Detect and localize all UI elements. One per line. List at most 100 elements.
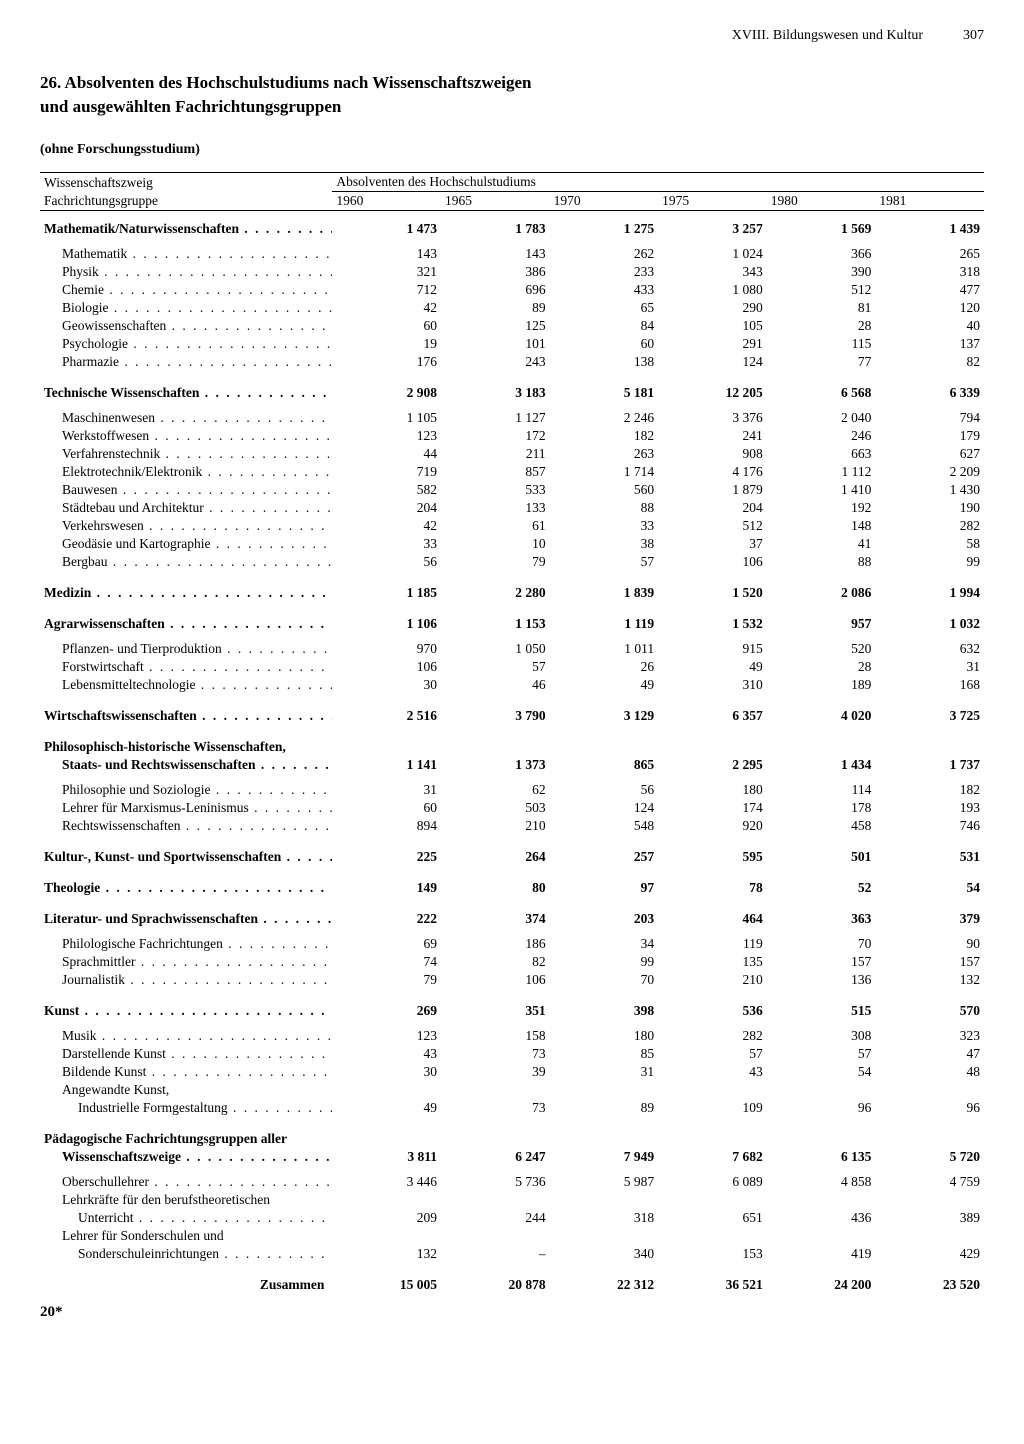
table-cell: 54 xyxy=(875,866,984,897)
table-cell: 291 xyxy=(658,335,767,353)
table-cell: 109 xyxy=(658,1099,767,1117)
row-label: Kunst xyxy=(40,989,332,1020)
table-cell: 957 xyxy=(767,602,876,633)
table-cell: 503 xyxy=(441,799,550,817)
table-cell: 84 xyxy=(550,317,659,335)
row-label: Angewandte Kunst, xyxy=(40,1081,332,1099)
table-cell: 1 185 xyxy=(332,571,441,602)
table-cell: 243 xyxy=(441,353,550,371)
table-cell: 512 xyxy=(767,281,876,299)
table-cell: 89 xyxy=(441,299,550,317)
table-cell: 119 xyxy=(658,928,767,953)
table-cell: 135 xyxy=(658,953,767,971)
table-row-total: Zusammen15 00520 87822 31236 52124 20023… xyxy=(40,1263,984,1294)
table-cell: 651 xyxy=(658,1209,767,1227)
row-label: Staats- und Rechtswissenschaften xyxy=(40,756,332,774)
table-cell: 182 xyxy=(875,774,984,799)
col-header-span: Absolventen des Hochschulstudiums xyxy=(332,173,984,192)
table-cell: 114 xyxy=(767,774,876,799)
table-cell: 48 xyxy=(875,1063,984,1081)
year-1965: 1965 xyxy=(441,192,550,211)
table-cell: 23 520 xyxy=(875,1263,984,1294)
table-cell: 582 xyxy=(332,481,441,499)
table-cell: 157 xyxy=(875,953,984,971)
table-cell: 246 xyxy=(767,427,876,445)
table-cell: 560 xyxy=(550,481,659,499)
table-row: Mathematik/Naturwissenschaften1 4731 783… xyxy=(40,211,984,239)
table-cell: 5 987 xyxy=(550,1166,659,1191)
table-cell: 62 xyxy=(441,774,550,799)
table-cell: 3 790 xyxy=(441,694,550,725)
table-cell: 132 xyxy=(332,1245,441,1263)
row-label: Medizin xyxy=(40,571,332,602)
row-label: Rechtswissenschaften xyxy=(40,817,332,835)
table-cell: 1 434 xyxy=(767,756,876,774)
table-cell: 3 811 xyxy=(332,1148,441,1166)
table-cell: 60 xyxy=(550,335,659,353)
table-row: Sprachmittler748299135157157 xyxy=(40,953,984,971)
table-cell: 106 xyxy=(441,971,550,989)
table-cell: 257 xyxy=(550,835,659,866)
table-row: Pharmazie1762431381247782 xyxy=(40,353,984,371)
table-cell: 182 xyxy=(550,427,659,445)
table-cell: 209 xyxy=(332,1209,441,1227)
table-cell: 264 xyxy=(441,835,550,866)
table-cell: 74 xyxy=(332,953,441,971)
table-cell: 178 xyxy=(767,799,876,817)
row-label: Industrielle Formgestaltung xyxy=(40,1099,332,1117)
table-cell: 6 135 xyxy=(767,1148,876,1166)
table-cell: 101 xyxy=(441,335,550,353)
table-cell: 2 516 xyxy=(332,694,441,725)
year-1975: 1975 xyxy=(658,192,767,211)
table-cell: 363 xyxy=(767,897,876,928)
table-cell: 1 839 xyxy=(550,571,659,602)
table-cell: 225 xyxy=(332,835,441,866)
table-row: Bildende Kunst303931435448 xyxy=(40,1063,984,1081)
table-cell: 79 xyxy=(332,971,441,989)
table-cell: 520 xyxy=(767,633,876,658)
page-number: 307 xyxy=(963,28,984,44)
table-cell: 2 908 xyxy=(332,371,441,402)
table-cell: 106 xyxy=(658,553,767,571)
table-cell: 120 xyxy=(875,299,984,317)
table-cell: 1 569 xyxy=(767,211,876,239)
table-cell: 379 xyxy=(875,897,984,928)
section-title: XVIII. Bildungswesen und Kultur xyxy=(732,28,923,44)
table-cell: 124 xyxy=(658,353,767,371)
table-cell: 82 xyxy=(875,353,984,371)
table-cell: 3 725 xyxy=(875,694,984,725)
table-cell: 180 xyxy=(550,1020,659,1045)
row-label: Geowissenschaften xyxy=(40,317,332,335)
table-row: Technische Wissenschaften2 9083 1835 181… xyxy=(40,371,984,402)
table-cell: 915 xyxy=(658,633,767,658)
row-label: Lebensmitteltechnologie xyxy=(40,676,332,694)
table-cell: 3 376 xyxy=(658,402,767,427)
table-cell: 28 xyxy=(767,658,876,676)
table-row: Bergbau5679571068899 xyxy=(40,553,984,571)
table-row: Industrielle Formgestaltung4973891099696 xyxy=(40,1099,984,1117)
table-cell: 57 xyxy=(658,1045,767,1063)
table-cell: 10 xyxy=(441,535,550,553)
table-cell: 149 xyxy=(332,866,441,897)
table-row: Lehrkräfte für den berufstheoretischen xyxy=(40,1191,984,1209)
table-cell: 125 xyxy=(441,317,550,335)
table-cell: 1 011 xyxy=(550,633,659,658)
table-cell: 65 xyxy=(550,299,659,317)
table-cell: 310 xyxy=(658,676,767,694)
table-cell: 52 xyxy=(767,866,876,897)
table-cell: 794 xyxy=(875,402,984,427)
table-cell: 419 xyxy=(767,1245,876,1263)
table-cell: 433 xyxy=(550,281,659,299)
table-cell: 1 783 xyxy=(441,211,550,239)
table-cell: 44 xyxy=(332,445,441,463)
table-cell: 124 xyxy=(550,799,659,817)
table-cell: 515 xyxy=(767,989,876,1020)
table-cell: 99 xyxy=(875,553,984,571)
table-cell: 37 xyxy=(658,535,767,553)
table-cell: 6 089 xyxy=(658,1166,767,1191)
table-cell: 39 xyxy=(441,1063,550,1081)
table-cell: 30 xyxy=(332,1063,441,1081)
table-cell: 123 xyxy=(332,1020,441,1045)
table-row: Geowissenschaften60125841052840 xyxy=(40,317,984,335)
table-cell: 712 xyxy=(332,281,441,299)
